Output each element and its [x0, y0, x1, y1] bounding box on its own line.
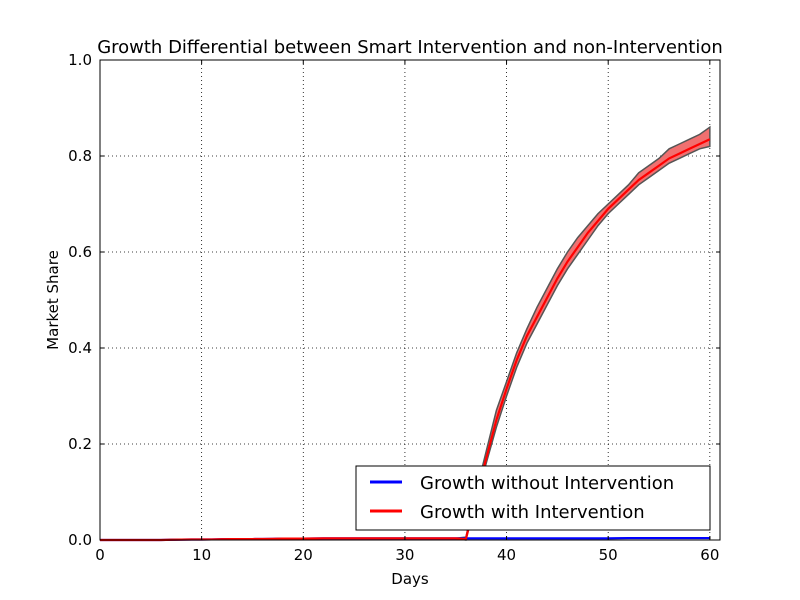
legend: Growth without Intervention Growth with …	[355, 465, 711, 531]
y-tick-label: 0.2	[68, 435, 92, 453]
plot-frame	[99, 59, 721, 541]
x-axis-label: Days	[391, 570, 429, 588]
legend-label-without-intervention: Growth without Intervention	[420, 473, 674, 494]
legend-label-with-intervention: Growth with Intervention	[420, 502, 645, 523]
y-tick-label: 0.6	[68, 243, 92, 261]
x-tick-label: 0	[95, 546, 105, 564]
x-tick-label: 20	[294, 546, 313, 564]
y-tick-label: 0.0	[68, 531, 92, 549]
chart-title: Growth Differential between Smart Interv…	[97, 37, 723, 58]
y-tick-label: 0.8	[68, 147, 92, 165]
x-tick-label: 40	[497, 546, 516, 564]
x-tick-label: 60	[700, 546, 719, 564]
y-axis-label: Market Share	[44, 250, 62, 350]
y-tick-label: 0.4	[68, 339, 92, 357]
y-axis-ticks: 0.0 0.2 0.4 0.6 0.8 1.0	[68, 51, 720, 549]
x-tick-label: 10	[192, 546, 211, 564]
legend-box	[355, 465, 711, 531]
x-tick-label: 30	[395, 546, 414, 564]
y-tick-label: 1.0	[68, 51, 92, 69]
x-tick-label: 50	[599, 546, 618, 564]
x-axis-ticks: 0 10 20 30 40 50 60	[95, 60, 719, 564]
